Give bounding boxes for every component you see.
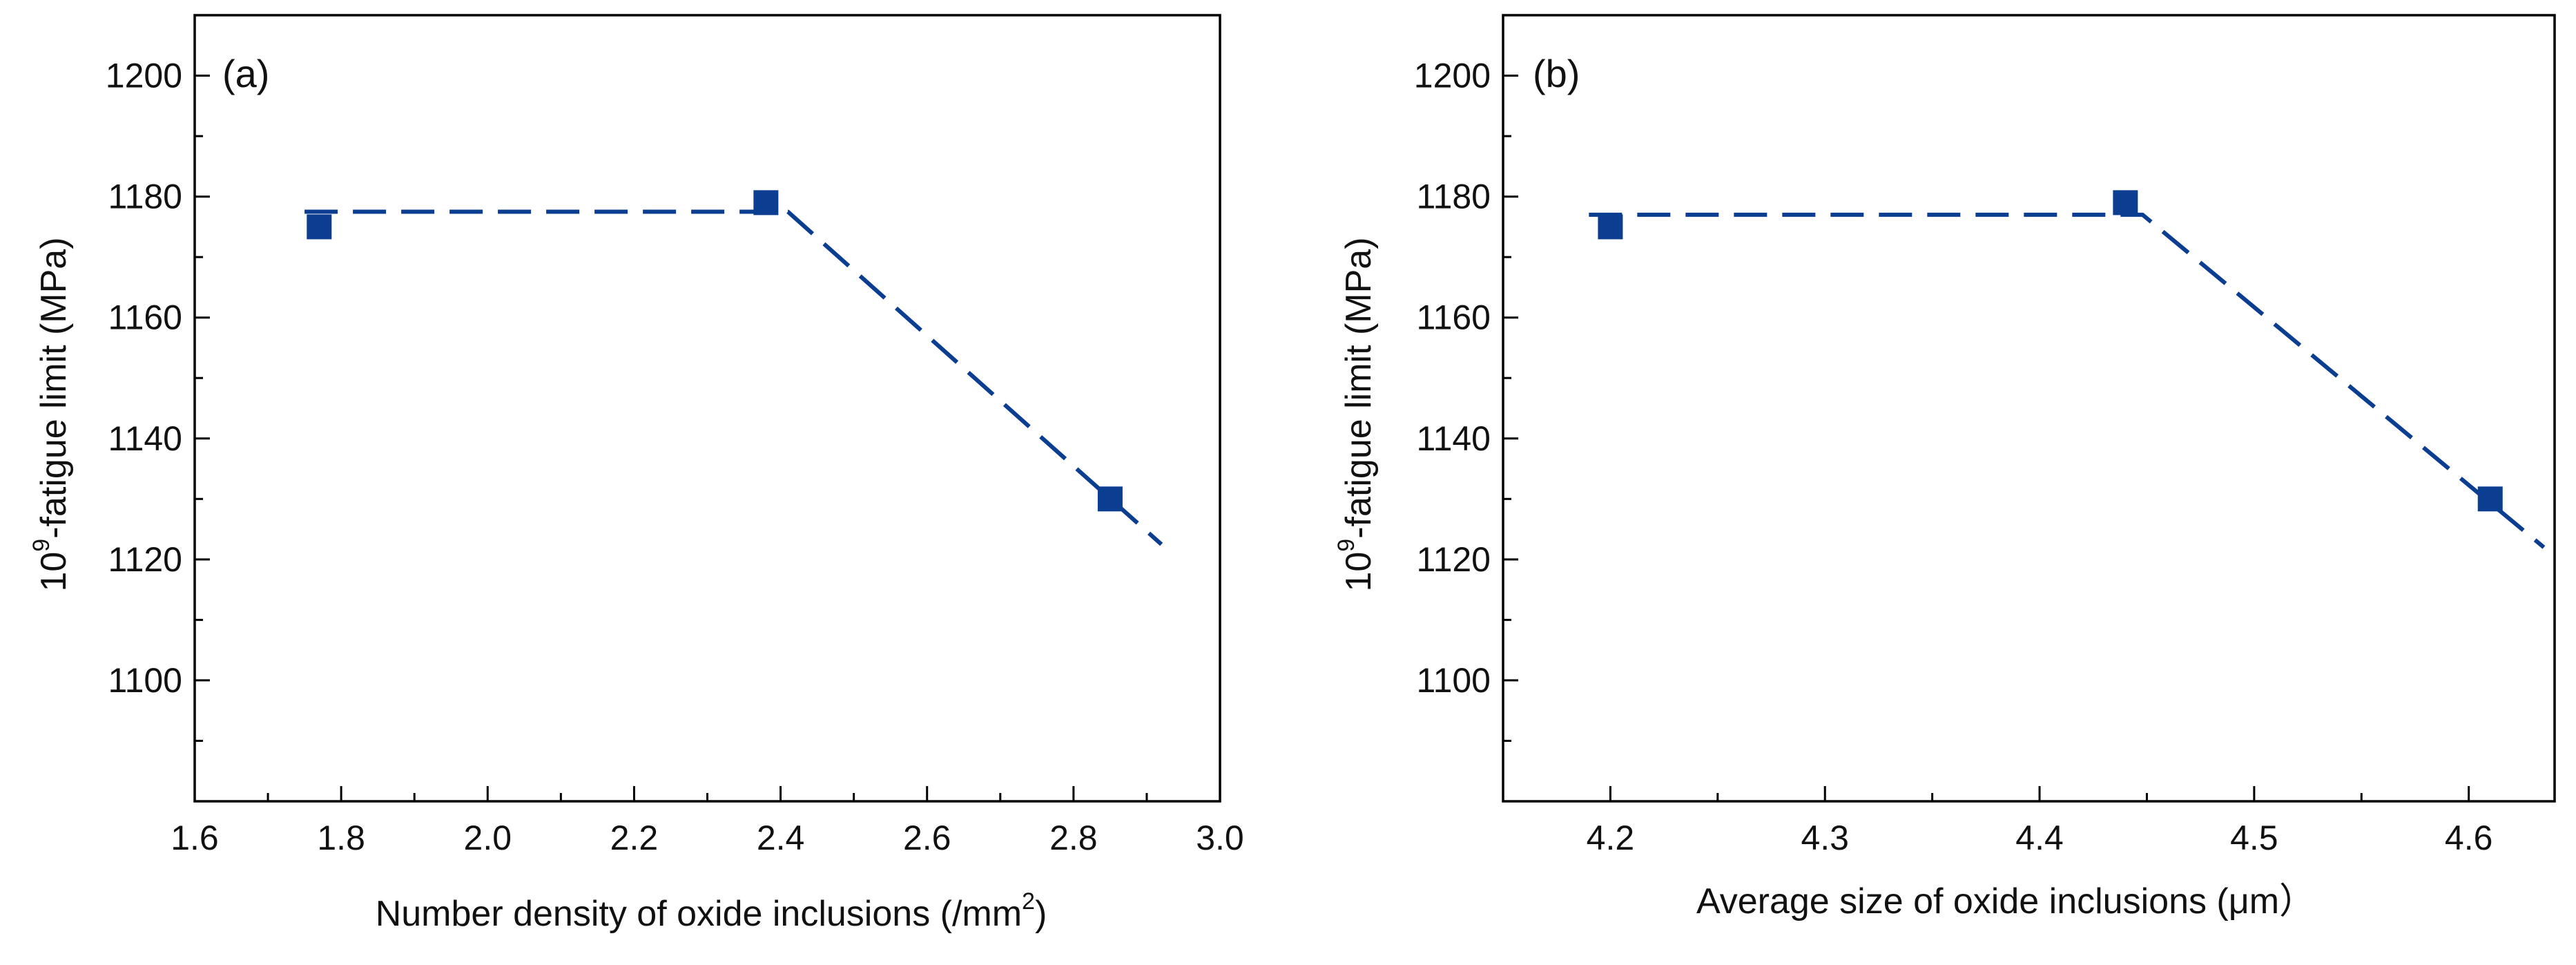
x-axis-label: Average size of oxide inclusions (μm） xyxy=(1696,881,2315,921)
x-axis-label-superscript: 2 xyxy=(1022,888,1035,915)
data-point xyxy=(753,190,779,216)
x-axis-label-text: Number density of oxide inclusions (/mm xyxy=(376,894,1022,934)
y-tick-label: 1160 xyxy=(108,298,182,337)
x-tick-label: 2.0 xyxy=(464,819,512,857)
x-tick-label: 2.4 xyxy=(757,819,805,857)
panel-label: (a) xyxy=(222,52,269,95)
x-tick-label: 4.4 xyxy=(2015,819,2064,857)
x-axis-label-text: Average size of oxide inclusions (μm） xyxy=(1696,881,2315,921)
y-axis-label-base: 10 xyxy=(1339,552,1379,592)
data-point xyxy=(307,214,332,240)
trend-line xyxy=(304,209,1163,546)
x-axis-label: Number density of oxide inclusions (/mm2… xyxy=(376,888,1047,934)
y-tick-label: 1200 xyxy=(106,57,182,95)
x-tick-label: 2.8 xyxy=(1049,819,1098,857)
x-axis-label-end: ) xyxy=(1035,894,1047,934)
y-axis-label-superscript: 9 xyxy=(1333,539,1359,552)
trend-line xyxy=(1589,212,2546,549)
panel-b: 4.2 4.3 4.4 4.5 4.6 1100 1120 1140 1160 1180 1200 (… xyxy=(1333,14,2556,921)
y-tick-label: 1100 xyxy=(108,661,182,700)
x-tick-label: 4.5 xyxy=(2230,819,2278,857)
x-tick-label: 2.6 xyxy=(903,819,951,857)
panel-a: 1.6 1.8 2.0 2.2 2.4 2.6 2.8 3.0 1100 1120 1140 1160… xyxy=(28,14,1244,934)
x-tick-label: 2.2 xyxy=(610,819,659,857)
y-tick-label: 1140 xyxy=(108,419,182,458)
x-tick-label: 1.6 xyxy=(171,819,219,857)
y-axis-label-text: -fatigue limit (MPa) xyxy=(1339,237,1379,538)
y-axis-label-superscript: 9 xyxy=(28,539,55,552)
y-axis-label: 109-fatigue limit (MPa) xyxy=(1333,237,1379,591)
plot-frame xyxy=(193,14,1221,803)
x-tick-label: 4.6 xyxy=(2445,819,2493,857)
y-tick-label: 1160 xyxy=(1416,298,1491,337)
x-tick-label: 1.8 xyxy=(317,819,365,857)
y-axis-label: 109-fatigue limit (MPa) xyxy=(28,237,74,591)
x-tick-label: 3.0 xyxy=(1196,819,1244,857)
y-tick-label: 1200 xyxy=(1414,57,1491,95)
data-point xyxy=(1097,486,1123,512)
y-tick-label: 1180 xyxy=(1416,178,1491,216)
y-tick-label: 1140 xyxy=(1416,419,1491,458)
panel-label: (b) xyxy=(1533,52,1580,95)
x-tick-label: 4.2 xyxy=(1587,819,1635,857)
data-point xyxy=(1598,214,1623,240)
data-point xyxy=(2113,190,2138,216)
x-tick-label: 4.3 xyxy=(1801,819,1849,857)
y-axis-label-text: -fatigue limit (MPa) xyxy=(34,237,74,538)
y-tick-label: 1120 xyxy=(108,540,182,579)
y-tick-label: 1180 xyxy=(108,178,182,216)
y-tick-label: 1100 xyxy=(1416,661,1491,700)
plot-frame xyxy=(1502,14,2556,803)
data-point xyxy=(2477,486,2503,512)
y-axis-label-base: 10 xyxy=(34,552,74,592)
y-tick-label: 1120 xyxy=(1416,540,1491,579)
